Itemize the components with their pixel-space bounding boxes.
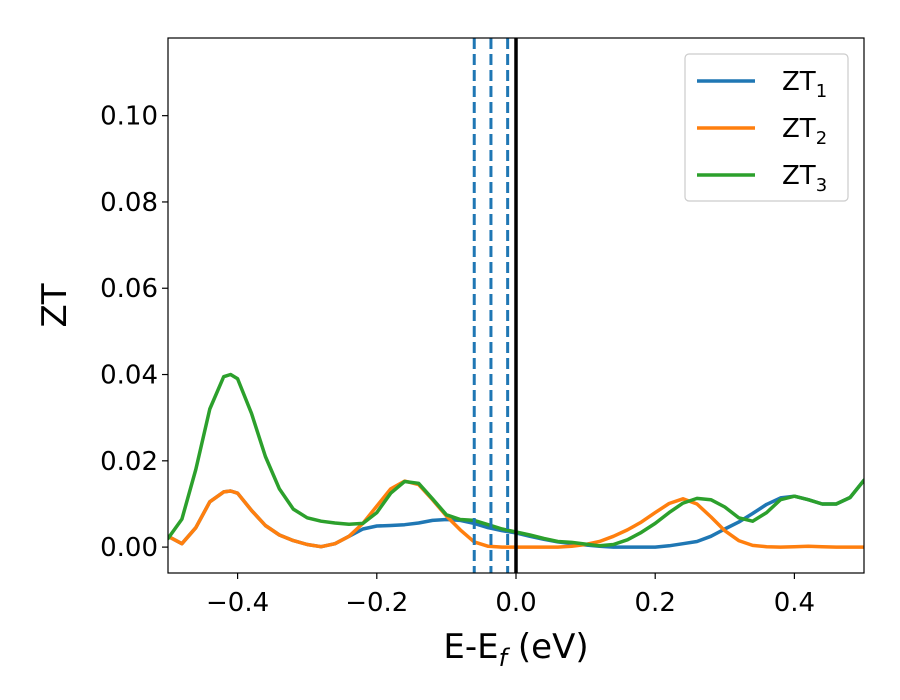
legend-label: ZT1	[782, 67, 827, 102]
y-tick-label: 0.06	[100, 274, 158, 304]
plot-content	[168, 38, 864, 573]
legend-item: ZT3	[697, 161, 827, 196]
x-axis-label-suffix: (eV)	[507, 627, 589, 667]
x-axis-label: E-Ef (eV)	[443, 627, 588, 672]
y-tick-label: 0.00	[100, 533, 158, 563]
x-tick-label: 0.4	[774, 588, 815, 618]
y-tick-label: 0.10	[100, 102, 158, 132]
legend-item: ZT2	[697, 114, 827, 149]
x-tick-label: −0.4	[206, 588, 269, 618]
x-axis: −0.4 −0.2 0.0 0.2 0.4	[206, 573, 815, 618]
legend-item: ZT1	[697, 67, 827, 102]
legend-box	[684, 53, 849, 202]
x-tick-label: 0.2	[635, 588, 676, 618]
legend-label: ZT2	[782, 114, 827, 149]
series-line-zt2	[168, 479, 864, 549]
y-tick-label: 0.08	[100, 188, 158, 218]
y-axis-label: ZT	[35, 283, 75, 327]
series-line-zt3	[168, 372, 864, 548]
legend-label: ZT3	[782, 161, 827, 196]
axes-frame	[167, 37, 865, 574]
y-tick-label: 0.04	[100, 361, 158, 391]
legend: ZT1 ZT2 ZT3	[684, 53, 849, 202]
x-tick-label: 0.0	[495, 588, 536, 618]
plot-area	[168, 38, 864, 573]
y-axis: 0.00 0.02 0.04 0.06 0.08 0.10	[100, 102, 168, 563]
x-axis-label-base: E-E	[443, 627, 498, 667]
x-tick-label: −0.2	[345, 588, 408, 618]
y-tick-label: 0.02	[100, 447, 158, 477]
